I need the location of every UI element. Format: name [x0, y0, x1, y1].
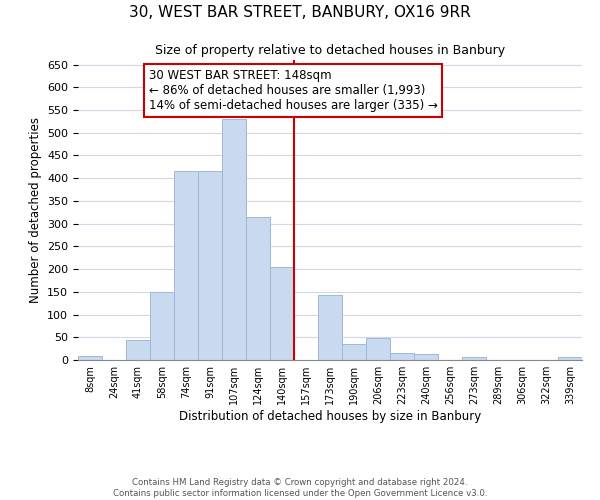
Y-axis label: Number of detached properties: Number of detached properties	[29, 117, 41, 303]
X-axis label: Distribution of detached houses by size in Banbury: Distribution of detached houses by size …	[179, 410, 481, 423]
Bar	[558, 357, 582, 360]
Bar	[174, 171, 198, 360]
Bar	[126, 340, 150, 360]
Text: 30, WEST BAR STREET, BANBURY, OX16 9RR: 30, WEST BAR STREET, BANBURY, OX16 9RR	[129, 5, 471, 20]
Text: 30 WEST BAR STREET: 148sqm
← 86% of detached houses are smaller (1,993)
14% of s: 30 WEST BAR STREET: 148sqm ← 86% of deta…	[149, 69, 437, 112]
Bar	[198, 171, 222, 360]
Bar	[318, 295, 342, 360]
Bar	[342, 344, 366, 360]
Bar	[78, 356, 102, 360]
Bar	[390, 353, 414, 360]
Bar	[366, 338, 390, 360]
Bar	[246, 217, 270, 360]
Text: Contains HM Land Registry data © Crown copyright and database right 2024.
Contai: Contains HM Land Registry data © Crown c…	[113, 478, 487, 498]
Bar	[270, 267, 294, 360]
Bar	[462, 357, 486, 360]
Bar	[150, 292, 174, 360]
Bar	[414, 354, 438, 360]
Title: Size of property relative to detached houses in Banbury: Size of property relative to detached ho…	[155, 44, 505, 58]
Bar	[222, 119, 246, 360]
